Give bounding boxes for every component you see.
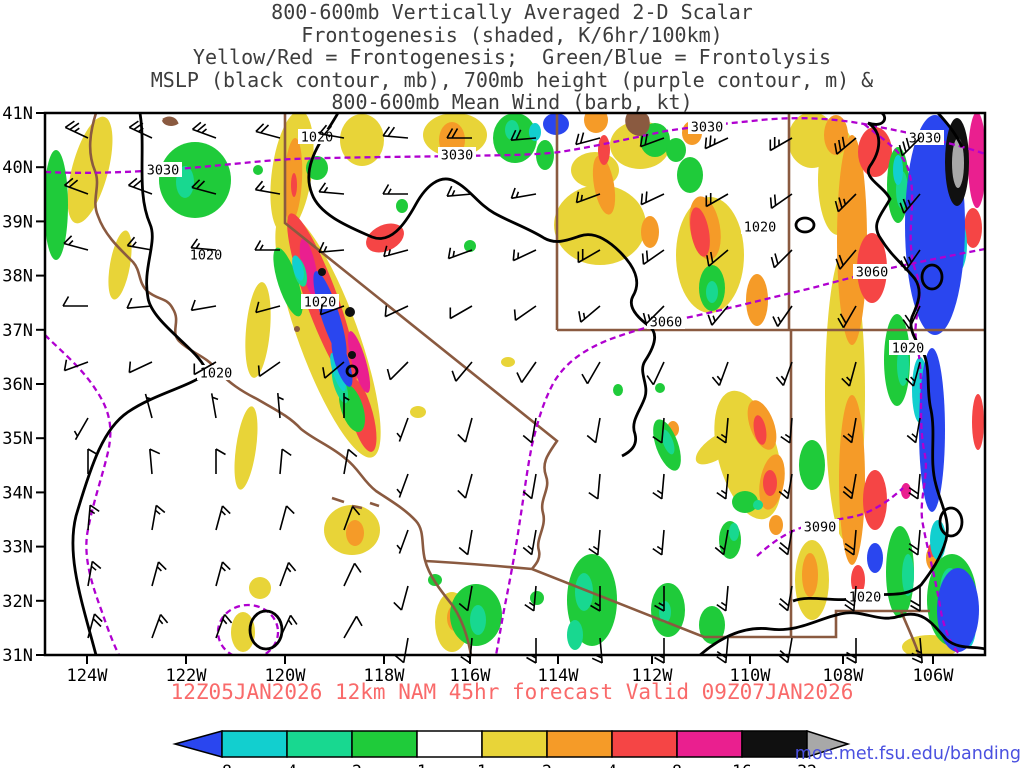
svg-text:114W: 114W: [538, 666, 580, 686]
svg-text:32N: 32N: [2, 592, 33, 612]
great-salt-lake: [625, 113, 650, 136]
mslp-1020-nevada: [307, 113, 657, 458]
svg-text:1020: 1020: [304, 295, 337, 311]
contour-labels: 1020 1020 1020 1020 1020 1020 1020 3030 3030 3030…: [144, 119, 944, 606]
svg-text:1020: 1020: [744, 220, 777, 236]
wind-barbs-layer: [62, 120, 923, 664]
title-line-2: Frontogenesis (shaded, K/6hr/100km): [301, 22, 723, 47]
svg-text:36N: 36N: [2, 375, 33, 395]
svg-text:124W: 124W: [67, 666, 109, 686]
svg-text:32: 32: [797, 762, 817, 768]
svg-text:120W: 120W: [265, 666, 307, 686]
svg-text:35N: 35N: [2, 429, 33, 449]
x-axis: 124W 122W 120W 118W 116W 114W 112W 110W 108W 106W: [67, 655, 955, 686]
title-line-1: 800-600mb Vertically Averaged 2-D Scalar: [271, 0, 753, 24]
svg-text:8: 8: [672, 762, 682, 768]
svg-text:110W: 110W: [730, 666, 772, 686]
svg-text:37N: 37N: [2, 321, 33, 341]
svg-text:40N: 40N: [2, 158, 33, 178]
svg-text:31N: 31N: [2, 646, 33, 666]
svg-text:108W: 108W: [823, 666, 865, 686]
svg-text:16: 16: [732, 762, 752, 768]
svg-text:-8: -8: [212, 762, 232, 768]
shading-magenta: [299, 113, 985, 499]
svg-text:112W: 112W: [632, 666, 674, 686]
svg-text:122W: 122W: [166, 666, 208, 686]
svg-text:1020: 1020: [892, 341, 925, 357]
coastline-california: [88, 113, 473, 655]
svg-text:3030: 3030: [441, 148, 474, 164]
height-contour-3030-dip: [863, 123, 961, 655]
mslp-closed-small-2: [794, 216, 816, 234]
mslp-1020-southeast: [699, 611, 985, 655]
svg-text:33N: 33N: [2, 538, 33, 558]
colorbar-legend: -8 -4 -2 -1 1 2 4 8 16 32: [172, 729, 851, 768]
credit-link[interactable]: moe.met.fsu.edu/banding: [794, 744, 1021, 764]
svg-text:2: 2: [542, 762, 552, 768]
svg-text:3030: 3030: [909, 131, 942, 147]
mslp-closed-small-3: [920, 263, 944, 291]
svg-text:34N: 34N: [2, 483, 33, 503]
svg-text:3060: 3060: [650, 315, 683, 331]
chart-title: 800-600mb Vertically Averaged 2-D Scalar…: [0, 1, 1024, 114]
mslp-closed-small-4: [938, 506, 964, 538]
svg-text:38N: 38N: [2, 267, 33, 287]
svg-text:116W: 116W: [450, 666, 492, 686]
svg-text:3030: 3030: [691, 120, 724, 136]
svg-text:1020: 1020: [190, 248, 223, 264]
svg-text:-4: -4: [277, 762, 297, 768]
shading-layer: [45, 113, 985, 655]
y-axis: 41N 40N 39N 38N 37N 36N 35N 34N 33N 32N 31N: [2, 104, 45, 666]
title-line-4: MSLP (black contour, mb), 700mb height (…: [150, 67, 874, 92]
svg-text:4: 4: [607, 762, 617, 768]
svg-text:1020: 1020: [200, 366, 233, 382]
forecast-valid-label: 12Z05JAN2026 12km NAM 45hr forecast Vali…: [170, 680, 854, 704]
svg-text:3030: 3030: [147, 163, 180, 179]
title-line-3: Yellow/Red = Frontogenesis; Green/Blue =…: [192, 45, 832, 69]
svg-text:1020: 1020: [301, 130, 334, 146]
mslp-closed-low: [248, 609, 284, 651]
svg-text:1: 1: [477, 762, 487, 768]
height-contour-closed-low: [216, 603, 280, 655]
svg-text:-2: -2: [342, 762, 362, 768]
height-contour-3060-west: [45, 334, 121, 655]
svg-text:118W: 118W: [364, 666, 406, 686]
shading-gray: [952, 138, 964, 188]
channel-islands: [331, 496, 380, 510]
border-ca-nv-colorado-river: [283, 113, 559, 570]
mono-lake: [294, 326, 300, 332]
svg-text:3060: 3060: [856, 265, 889, 281]
svg-text:-1: -1: [407, 762, 427, 768]
mslp-corner-segment: [936, 113, 964, 148]
svg-text:39N: 39N: [2, 212, 33, 232]
svg-text:106W: 106W: [913, 666, 955, 686]
svg-text:1020: 1020: [849, 590, 882, 606]
svg-text:3090: 3090: [804, 520, 837, 536]
title-line-5: 800-600mb Mean Wind (barb, kt): [331, 90, 693, 114]
mslp-closed-small-1: [345, 364, 359, 378]
svg-text:41N: 41N: [2, 104, 33, 124]
shasta-lake: [161, 116, 179, 126]
